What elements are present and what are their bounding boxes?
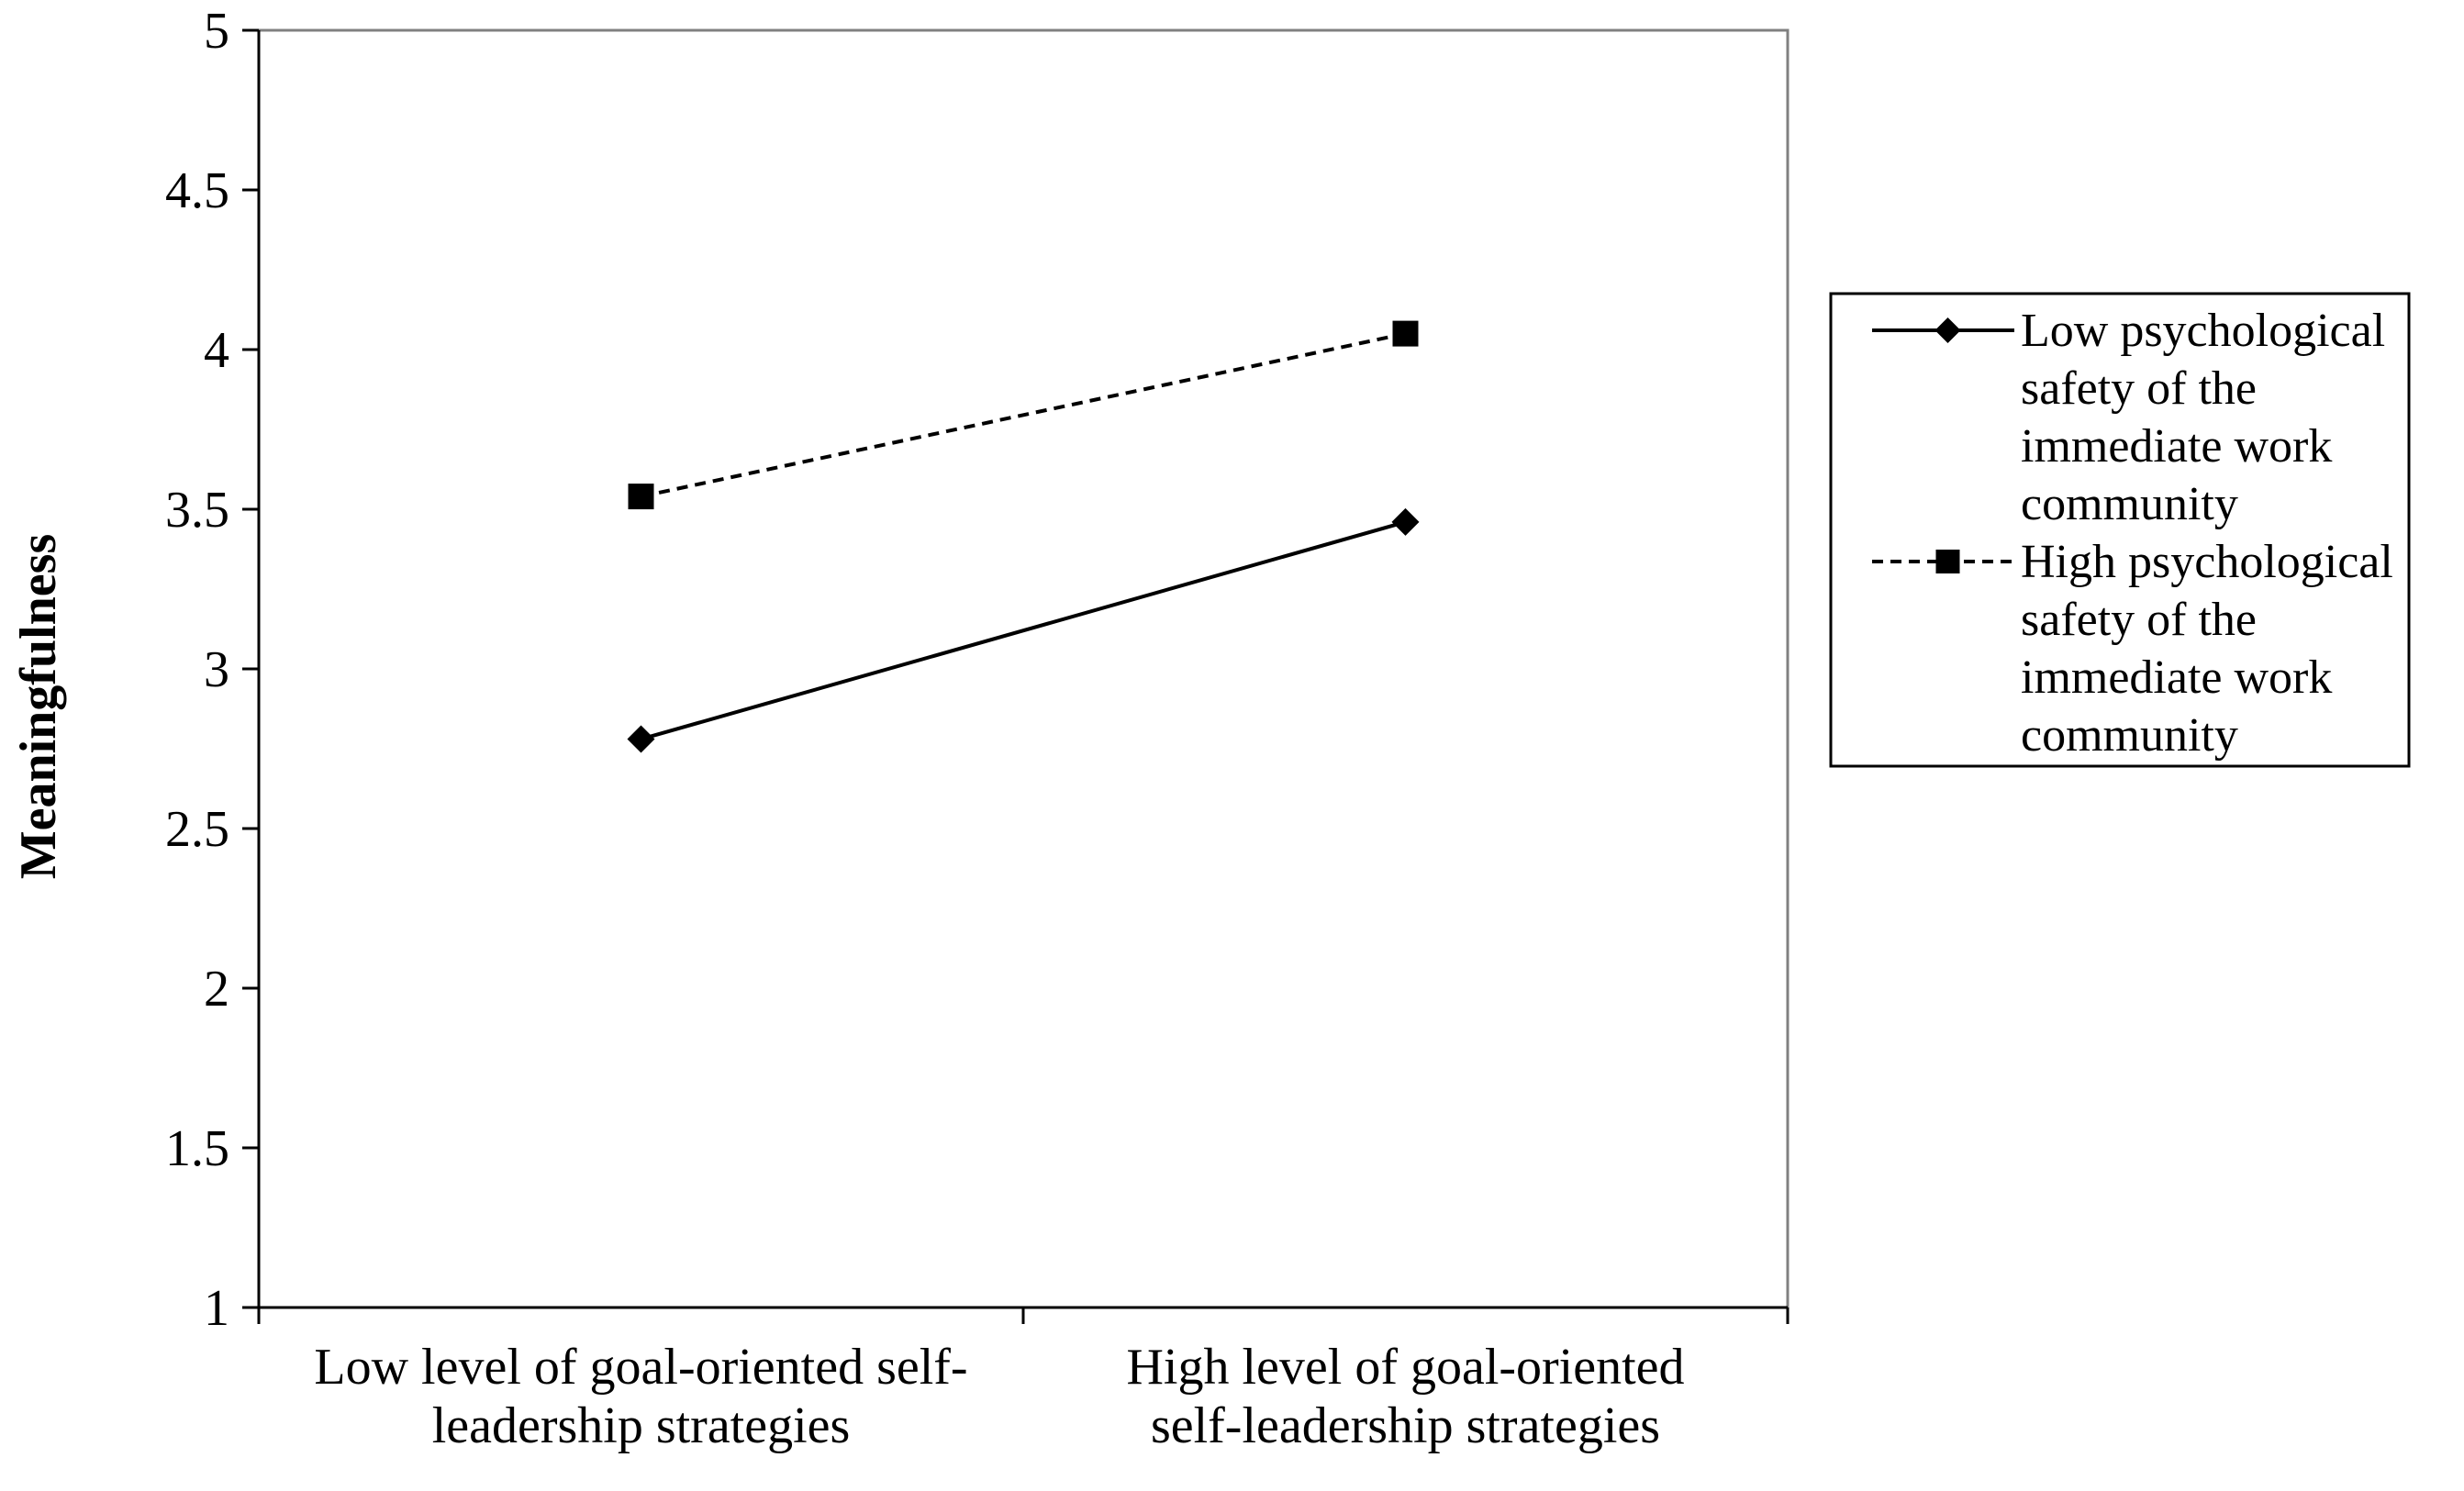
legend-label: safety of the: [2021, 594, 2257, 646]
series-1: [627, 507, 1420, 753]
y-tick-label: 2: [204, 961, 229, 1018]
y-tick-label: 4.5: [165, 162, 229, 219]
legend-label: immediate work: [2021, 651, 2332, 704]
plot-area: [257, 28, 1789, 1309]
y-tick-label: 1: [204, 1280, 229, 1337]
y-tick-label: 3: [204, 641, 229, 698]
legend-marker: [1935, 550, 1960, 573]
y-tick-label: 2.5: [165, 801, 229, 858]
legend-label: immediate work: [2021, 420, 2332, 473]
y-axis-title: Meaningfulness: [10, 534, 67, 880]
data-point: [1392, 320, 1419, 347]
legend-label: community: [2021, 478, 2238, 530]
legend-box: [1829, 292, 2411, 768]
y-tick-label: 3.5: [165, 482, 229, 539]
series-2: [628, 320, 1419, 510]
legend-label: Low psychological: [2021, 305, 2385, 357]
legend-label: community: [2021, 709, 2238, 762]
x-tick-label: High level of goal-oriented self-leadersh…: [1126, 1339, 1684, 1454]
legend-label: safety of the: [2021, 362, 2257, 415]
y-axis: 1 1.5 2 2.5 3 3.5 4 4.5 5: [165, 3, 261, 1337]
y-tick-label: 4: [204, 322, 229, 379]
plot-border: [257, 28, 1789, 1309]
series-layer: [627, 320, 1420, 753]
x-axis: Low level of goal-oriented self-leadersh…: [257, 1306, 1789, 1454]
x-tick-label: Low level of goal-oriented self-leadersh…: [314, 1339, 967, 1454]
legend-item-2: High psychological safety of theimmediate…: [1872, 536, 2393, 762]
data-point: [1391, 507, 1420, 536]
legend-label: High psychological: [2021, 536, 2393, 588]
series-line: [641, 331, 1406, 499]
y-tick-label: 5: [204, 3, 229, 60]
y-tick-label: 1.5: [165, 1120, 229, 1177]
data-point: [627, 725, 655, 753]
legend-marker: [1934, 317, 1961, 343]
data-point: [628, 484, 654, 510]
series-line: [640, 519, 1407, 741]
